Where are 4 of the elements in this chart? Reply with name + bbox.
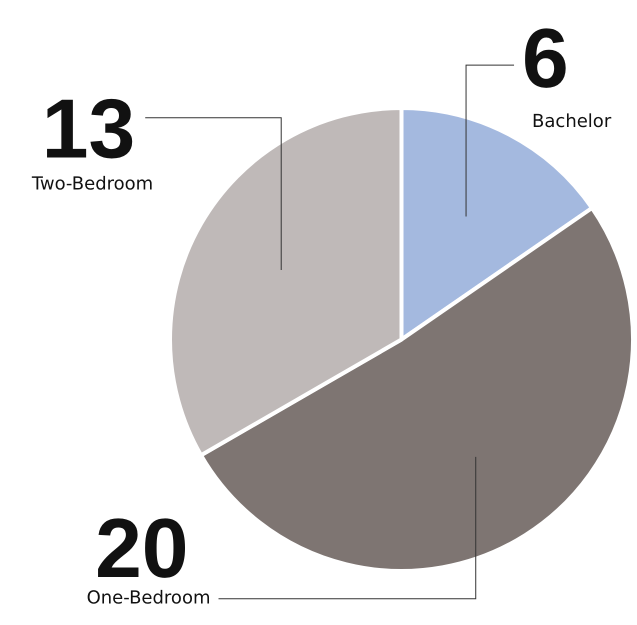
slice-label: Bachelor bbox=[532, 111, 612, 132]
data-label: 6 bbox=[522, 11, 569, 106]
slice-label: Two-Bedroom bbox=[30, 174, 154, 195]
data-label: 13 bbox=[42, 82, 136, 176]
